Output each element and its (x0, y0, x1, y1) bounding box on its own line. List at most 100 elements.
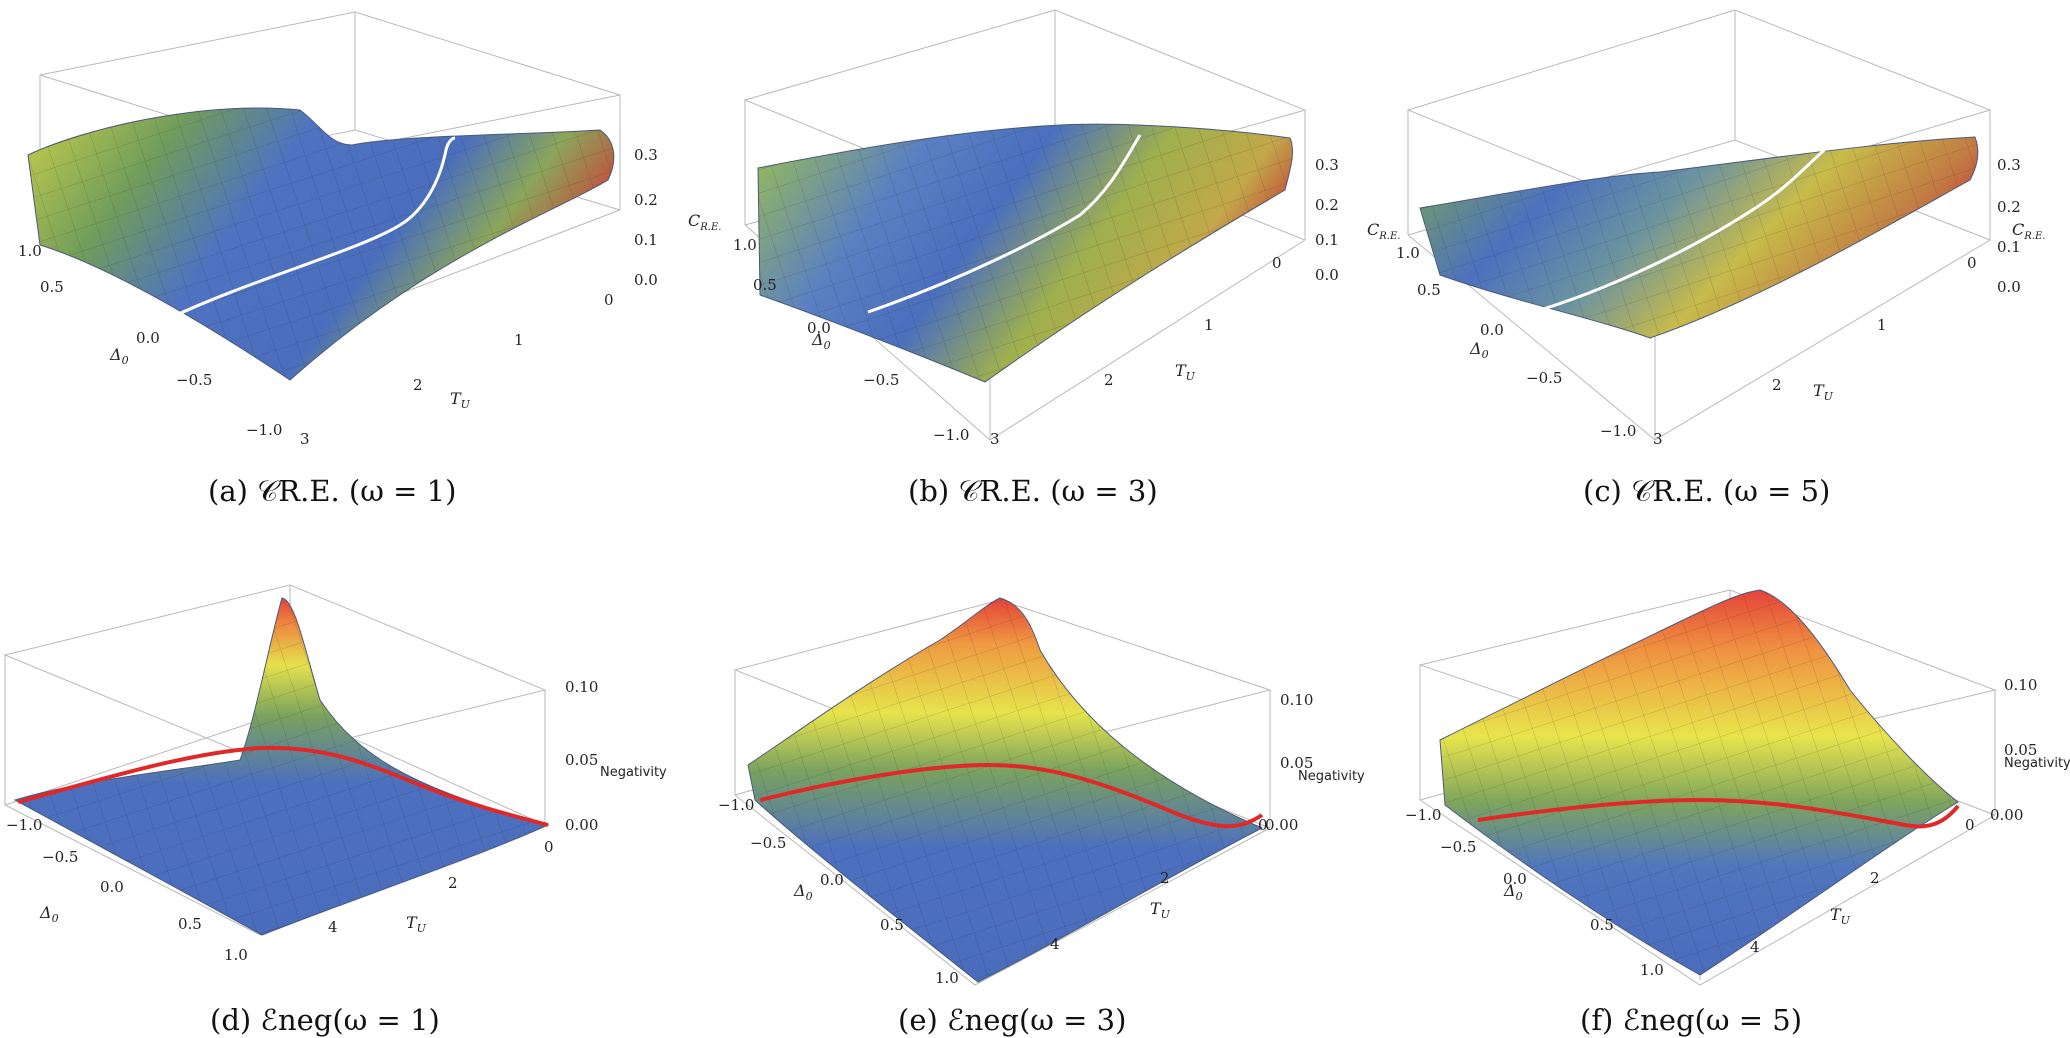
panel-e: −1.0 −0.5 0.0 0.5 1.0 Δ0 0 2 4 TU 0.10 0… (718, 597, 1365, 987)
panel-b-ztick-2: 0.1 (1315, 231, 1339, 249)
panel-a: 1.0 0.5 0.0 −0.5 −1.0 Δ0 0 1 2 3 TU 0.3 … (18, 11, 721, 448)
panel-a-y-label: TU (450, 389, 471, 411)
panel-b: 1.0 0.5 0.0 −0.5 −1.0 Δ0 0 1 2 3 TU 0.3 … (733, 9, 1400, 448)
panel-e-x-label: Δ0 (793, 881, 813, 903)
panel-b-ytick-0: 0 (1272, 254, 1282, 272)
panel-e-curve (759, 762, 1264, 829)
panel-e-xtick-1: −0.5 (750, 834, 786, 852)
panel-b-xtick-4: −1.0 (933, 426, 969, 444)
panel-c-xtick-1: 0.5 (1417, 281, 1441, 299)
panel-f-ytick-1: 2 (1870, 869, 1880, 887)
panel-a-ztick-0: 0.3 (634, 146, 658, 164)
panel-d-x-label: Δ0 (39, 903, 59, 925)
panel-c-ztick-3: 0.0 (1997, 278, 2021, 296)
panel-e-ztick-2: 0.00 (1265, 816, 1298, 834)
panel-c-xtick-4: −1.0 (1600, 422, 1636, 440)
panel-c-ytick-2: 2 (1772, 376, 1782, 394)
panel-f-x-label: Δ0 (1503, 881, 1523, 903)
caption-c: (c) 𝒞R.E. (ω = 5) (1583, 474, 1830, 508)
panel-c-ztick-1: 0.2 (1997, 198, 2021, 216)
panel-f-xtick-3: 0.5 (1590, 916, 1614, 934)
panel-c-ztick-2: 0.1 (1997, 238, 2021, 256)
panel-f-xtick-1: −0.5 (1440, 838, 1476, 856)
panel-f-ytick-2: 4 (1750, 938, 1760, 956)
panel-b-y-ticks: 0 1 2 3 (990, 254, 1282, 448)
panel-a-ztick-1: 0.2 (634, 191, 658, 209)
panel-c-xtick-3: −0.5 (1526, 369, 1562, 387)
panel-c-x-label: Δ0 (1469, 339, 1489, 361)
panel-b-xtick-0: 1.0 (733, 236, 757, 254)
panel-c-x-ticks: 1.0 0.5 0.0 −0.5 −1.0 (1396, 244, 1636, 440)
panel-b-ztick-3: 0.0 (1315, 266, 1339, 284)
panel-c-ytick-0: 0 (1967, 254, 1977, 272)
panel-a-y-ticks: 0 1 2 3 (300, 291, 614, 448)
panel-f-y-label: TU (1830, 905, 1851, 927)
caption-f: (f) ℰneg(ω = 5) (1580, 1003, 1802, 1037)
panel-a-xtick-2: 0.0 (136, 329, 160, 347)
panel-d-ytick-2: 4 (328, 918, 338, 936)
panel-e-z-label: Negativity (1298, 769, 1365, 784)
panel-b-ytick-2: 2 (1104, 371, 1114, 389)
panel-a-x-ticks: 1.0 0.5 0.0 −0.5 −1.0 (18, 242, 282, 439)
panel-f-ztick-2: 0.00 (1990, 806, 2023, 824)
panel-f-ytick-0: 0 (1965, 816, 1975, 834)
panel-d-ztick-2: 0.00 (565, 816, 598, 834)
panel-e-xtick-4: 1.0 (935, 969, 959, 987)
panel-f-xtick-0: −1.0 (1405, 806, 1441, 824)
caption-b: (b) 𝒞R.E. (ω = 3) (908, 474, 1158, 508)
panel-f-y-ticks: 0 2 4 (1750, 816, 1975, 956)
panel-a-xtick-0: 1.0 (18, 242, 42, 260)
panel-f-xtick-4: 1.0 (1640, 961, 1664, 979)
panel-a-ytick-0: 0 (604, 291, 614, 309)
panel-a-ztick-2: 0.1 (634, 231, 658, 249)
panel-e-ztick-1: 0.05 (1280, 754, 1313, 772)
panel-d-y-label: TU (406, 913, 427, 935)
panel-b-xtick-1: 0.5 (753, 276, 777, 294)
panel-e-xtick-3: 0.5 (880, 916, 904, 934)
panel-c: 1.0 0.5 0.0 −0.5 −1.0 Δ0 0 1 2 3 TU 0.3 … (1396, 9, 2045, 448)
caption-e: (e) ℰneg(ω = 3) (898, 1003, 1126, 1037)
panel-d: −1.0 −0.5 0.0 0.5 1.0 Δ0 0 2 4 TU 0.10 0… (3, 584, 667, 964)
panel-c-y-ticks: 0 1 2 3 (1653, 254, 1977, 448)
panel-a-x-label: Δ0 (109, 345, 129, 367)
panel-d-z-ticks: 0.10 0.05 0.00 (565, 678, 598, 834)
panel-d-y-ticks: 0 2 4 (328, 838, 554, 936)
panel-c-ytick-1: 1 (1877, 316, 1887, 334)
panel-a-xtick-1: 0.5 (40, 278, 64, 296)
panel-d-ytick-1: 2 (448, 874, 458, 892)
panel-c-xtick-2: 0.0 (1480, 321, 1504, 339)
panel-b-z-ticks: 0.3 0.2 0.1 0.0 (1315, 156, 1339, 284)
panel-f-z-ticks: 0.10 0.05 0.00 (1990, 676, 2037, 824)
panel-e-xtick-2: 0.0 (820, 871, 844, 889)
panel-c-ytick-3: 3 (1653, 430, 1663, 448)
panel-a-ztick-3: 0.0 (634, 271, 658, 289)
panel-b-xtick-2: 0.0 (807, 319, 831, 337)
panel-e-ytick-0: 0 (1258, 816, 1268, 834)
panel-a-ytick-2: 2 (413, 376, 423, 394)
panel-b-xtick-3: −0.5 (863, 371, 899, 389)
panel-d-ztick-0: 0.10 (565, 678, 598, 696)
panel-f-ztick-0: 0.10 (2004, 676, 2037, 694)
panel-d-xtick-4: 1.0 (224, 946, 248, 964)
panel-b-ytick-3: 3 (990, 430, 1000, 448)
panel-a-z-ticks: 0.3 0.2 0.1 0.0 (634, 146, 658, 289)
panel-d-ytick-0: 0 (544, 838, 554, 856)
panel-f-x-ticks: −1.0 −0.5 0.0 0.5 1.0 (1405, 806, 1664, 979)
panel-e-ytick-1: 2 (1160, 869, 1170, 887)
panel-a-curve (169, 136, 456, 320)
panel-f-z-label: Negativity (2004, 756, 2070, 771)
panel-d-xtick-3: 0.5 (178, 915, 202, 933)
panel-d-z-label: Negativity (600, 765, 667, 780)
panel-d-xtick-1: −0.5 (42, 848, 78, 866)
panel-c-ztick-0: 0.3 (1997, 156, 2021, 174)
panel-d-x-ticks: −1.0 −0.5 0.0 0.5 1.0 (6, 816, 248, 964)
caption-d: (d) ℰneg(ω = 1) (210, 1003, 440, 1037)
panel-c-xtick-0: 1.0 (1396, 244, 1420, 262)
panel-a-xtick-3: −0.5 (176, 371, 212, 389)
panel-c-z-ticks: 0.3 0.2 0.1 0.0 (1997, 156, 2021, 296)
panel-c-curve (1529, 143, 1831, 315)
panel-b-ztick-0: 0.3 (1315, 156, 1339, 174)
panel-b-x-ticks: 1.0 0.5 0.0 −0.5 −1.0 (733, 236, 969, 444)
panel-b-x-label: Δ0 (811, 330, 831, 352)
